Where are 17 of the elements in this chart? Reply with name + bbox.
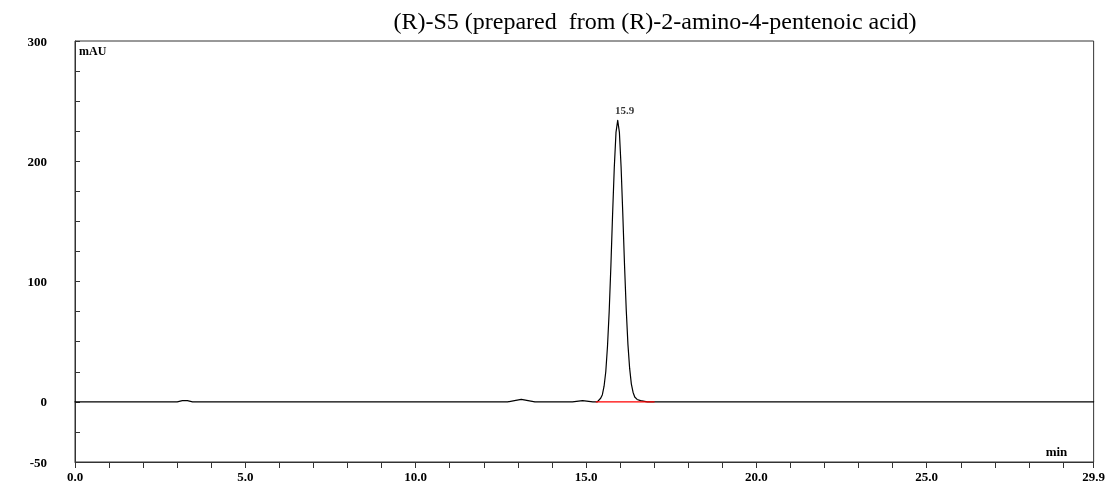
y-axis-title: mAU — [79, 44, 107, 58]
x-tick-label: 10.0 — [404, 469, 428, 484]
y-tick-label: 300 — [27, 33, 47, 49]
y-tick-label: 100 — [27, 274, 47, 290]
x-axis-title: min — [1045, 444, 1069, 459]
x-tick-label: 5.0 — [237, 469, 254, 484]
x-tick-label: 15.0 — [574, 469, 598, 484]
x-tick-label: 20.0 — [744, 469, 768, 484]
y-tick-label: -50 — [29, 454, 47, 470]
x-tick-label: 0.0 — [66, 469, 84, 484]
y-tick-label: 200 — [27, 153, 47, 169]
x-tick-label: 29.9 — [1082, 469, 1106, 484]
chart-title: (R)-S5 (prepared from (R)-2-amino-4-pentenoic acid) — [393, 8, 917, 34]
line-series — [74, 119, 1095, 403]
x-tick-label: 25.0 — [915, 469, 939, 484]
annotation: 15.9 — [615, 103, 635, 116]
y-tick-label: 0 — [40, 394, 47, 410]
